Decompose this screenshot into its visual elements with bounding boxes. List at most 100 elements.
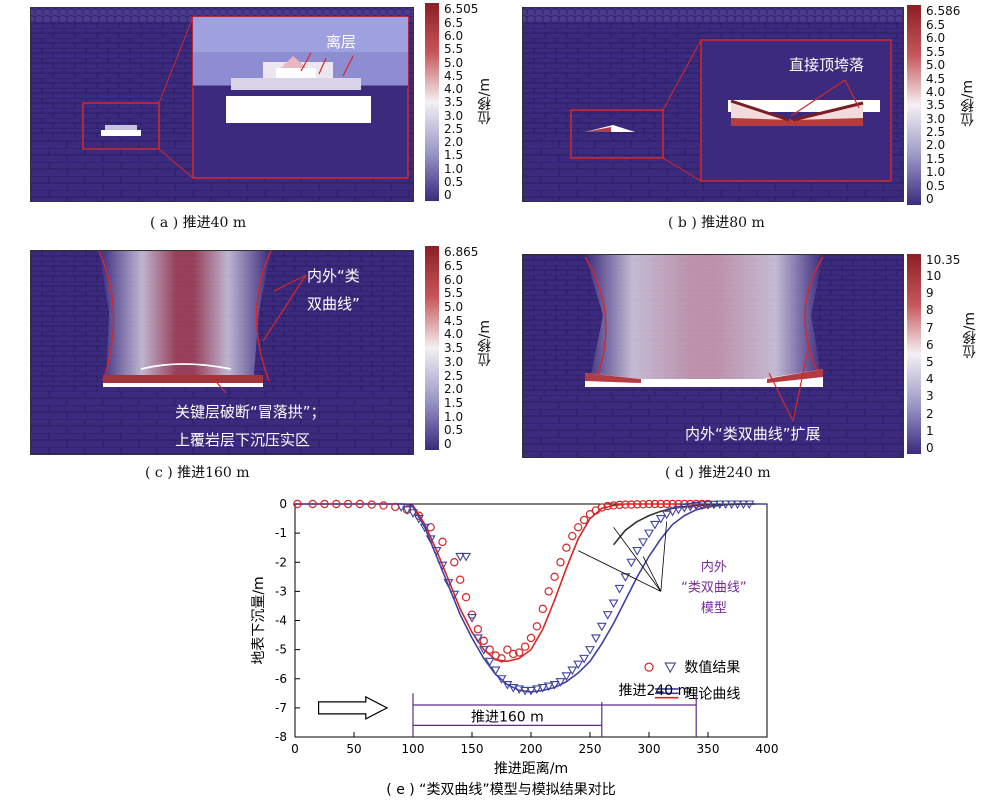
- data-point-triangle: [708, 500, 719, 510]
- x-axis-label: 推进距离/m: [494, 760, 568, 777]
- colorbar-tick-label: 3: [926, 389, 934, 404]
- block-model-b: [523, 8, 903, 201]
- x-tick-label: 300: [638, 742, 661, 756]
- simulation-image-c: 内外“类 双曲线” 关键层破断“冒落拱”； 上覆岩层下沉压实区: [30, 250, 414, 455]
- theory-curve: [295, 503, 708, 663]
- data-point-circle: [320, 499, 329, 509]
- data-point-triangle: [655, 515, 666, 524]
- advance-160-label: 推进160 m: [471, 710, 544, 726]
- y-tick-label: -8: [275, 730, 287, 744]
- data-point-circle: [332, 499, 341, 509]
- data-point-triangle: [579, 654, 590, 664]
- colorbar-gradient: [425, 3, 439, 201]
- data-point-circle: [597, 503, 606, 512]
- data-point-circle: [343, 499, 353, 509]
- data-point-circle: [538, 604, 547, 614]
- data-point-circle: [609, 501, 618, 510]
- colorbar-tick-label: 2: [926, 406, 934, 421]
- data-point-triangle: [437, 561, 448, 571]
- panel-d: 内外“类双曲线”扩展 10.35 10 9 8 7 6 5 4 3 2 1 0 位移/m ( d )…: [520, 240, 1003, 481]
- data-point-triangle: [478, 646, 489, 655]
- data-point-circle: [293, 499, 302, 509]
- pointer-line: [578, 550, 661, 592]
- colorbar-tick-label: 3.0: [444, 108, 464, 123]
- y-axis-label: 地表下沉量/m: [251, 576, 267, 664]
- colorbar-tick-label: 5.5: [444, 286, 464, 301]
- data-point-triangle: [697, 501, 708, 510]
- colorbar-tick-label: 3.0: [444, 354, 464, 369]
- data-point-triangle: [425, 535, 436, 545]
- model-annotation-3: 模型: [701, 601, 727, 616]
- data-point-circle: [650, 499, 660, 509]
- colorbar-tick-label: 2.0: [444, 135, 464, 150]
- data-point-triangle: [431, 547, 442, 556]
- colorbar-tick-label: 5.5: [926, 44, 946, 59]
- data-point-circle: [479, 636, 488, 646]
- data-point-circle: [656, 499, 665, 509]
- data-point-triangle: [585, 646, 595, 655]
- data-point-triangle: [602, 611, 613, 620]
- simulation-image-a: 离层: [30, 7, 414, 202]
- data-point-triangle: [632, 547, 643, 556]
- annotation-separation: 离层: [326, 33, 357, 51]
- data-point-triangle: [443, 579, 454, 588]
- y-tick-label: -3: [275, 584, 287, 598]
- colorbar-tick-label: 6.0: [444, 272, 464, 287]
- colorbar-max-label: 6.505: [444, 2, 479, 16]
- colorbar-tick-label: 2.0: [926, 138, 946, 153]
- simulation-image-d: 内外“类双曲线”扩展: [522, 254, 904, 458]
- data-point-circle: [568, 531, 577, 541]
- data-point-triangle: [490, 666, 501, 676]
- data-point-triangle: [720, 500, 731, 510]
- data-point-circle: [668, 499, 677, 509]
- y-tick-label: -6: [275, 672, 287, 686]
- data-point-circle: [520, 642, 530, 651]
- legend-theory-label: 理论曲线: [684, 686, 740, 702]
- advance-direction-arrow: [318, 695, 389, 720]
- data-point-triangle: [703, 501, 713, 510]
- data-point-triangle: [496, 675, 507, 684]
- legend-circle: [644, 662, 654, 672]
- colorbar-tick-label: 4.5: [444, 68, 464, 83]
- colorbar-tick-label: 4.0: [444, 327, 464, 342]
- annotation-roof-collapse: 直接顶垮落: [789, 56, 865, 74]
- annotation-hyperbola-expand: 内外“类双曲线”扩展: [685, 425, 821, 443]
- colorbar-tick-label: 0: [444, 437, 452, 451]
- colorbar-b: 6.586 6.5 6.0 5.5 5.0 4.5 4.0 3.5 3.0 2.5 2.0 1.5 1…: [907, 5, 962, 205]
- colorbar-tick-label: 1.5: [926, 151, 946, 166]
- data-point-circle: [562, 543, 571, 552]
- colorbar-tick-label: 7: [926, 320, 934, 335]
- data-point-circle: [579, 515, 589, 525]
- data-point-triangle: [413, 515, 424, 524]
- data-point-triangle: [461, 552, 472, 562]
- colorbar-tick-label: 5: [926, 355, 934, 369]
- colorbar-gradient: [425, 246, 439, 450]
- panel-e: 0 50 100 150 200 250 300 350 400 0 -1 -2 -3 -4 -5 -6 -7 -…: [245, 490, 785, 800]
- data-point-triangle: [484, 657, 495, 667]
- advance-240-label: 推进240 m: [618, 683, 691, 699]
- caption-b: ( b ) 推进80 m: [668, 215, 765, 231]
- annotation-compaction-zone: 上覆岩层下沉压实区: [175, 431, 311, 449]
- data-point-triangle: [590, 634, 601, 644]
- annotation-caving-arch: 关键层破断“冒落拱”；: [175, 403, 326, 421]
- data-point-triangle: [419, 523, 430, 533]
- y-tick-label: -4: [275, 614, 287, 628]
- y-tick-label: -1: [275, 526, 287, 540]
- data-point-triangle: [614, 584, 625, 594]
- data-point-triangle: [543, 682, 554, 692]
- colorbar-tick-label: 4.0: [926, 84, 946, 99]
- data-point-triangle: [467, 614, 477, 623]
- panel-a: 离层 6.505 6.5 6.0 5.5 5.0 4.5 4.0 3.5 3.0 2.5 2.0 1…: [0, 0, 493, 235]
- data-point-circle: [621, 500, 630, 509]
- data-point-triangle: [531, 685, 542, 695]
- data-point-triangle: [673, 505, 684, 515]
- pointer-line: [660, 521, 668, 592]
- data-point-triangle: [738, 500, 749, 510]
- caption-c: ( c ) 推进160 m: [145, 465, 250, 481]
- panel-c: 内外“类 双曲线” 关键层破断“冒落拱”； 上覆岩层下沉压实区 6.865 6.…: [0, 240, 493, 481]
- x-tick-label: 400: [756, 742, 779, 756]
- colorbar-tick-label: 5.0: [444, 300, 464, 315]
- colorbar-d: 10.35 10 9 8 7 6 5 4 3 2 1 0: [907, 254, 967, 459]
- colorbar-tick-label: 0.5: [444, 423, 464, 438]
- colorbar-tick-label: 6.0: [926, 31, 946, 46]
